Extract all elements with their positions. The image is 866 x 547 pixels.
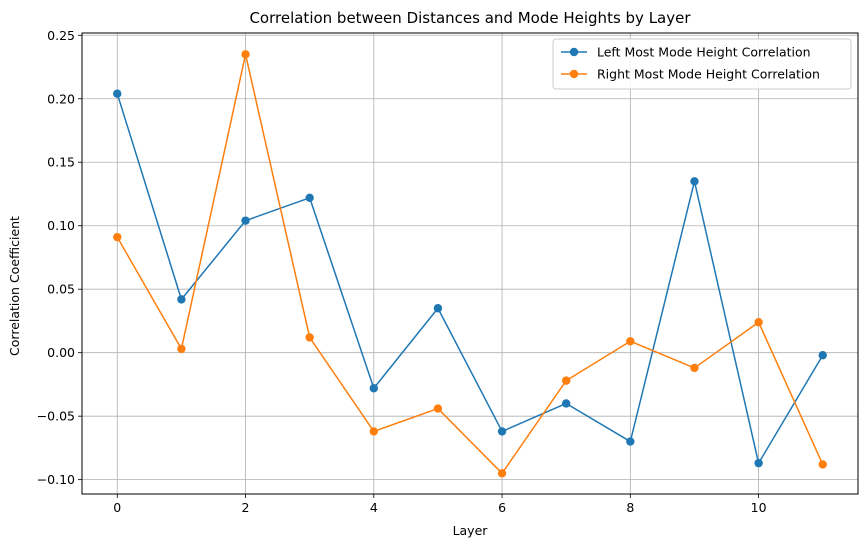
y-tick-label: −0.10 [37, 472, 75, 487]
x-axis: 0 2 4 6 8 10 [113, 494, 767, 515]
data-point [305, 333, 314, 342]
legend-label: Left Most Mode Height Correlation [597, 45, 811, 60]
data-point [690, 177, 699, 186]
data-point [241, 216, 250, 225]
data-point [241, 50, 250, 59]
data-point [818, 351, 827, 360]
data-point [690, 363, 699, 373]
data-point [305, 193, 314, 202]
x-axis-label: Layer [453, 523, 489, 538]
y-tick-label: 0.05 [47, 282, 75, 297]
data-point [626, 337, 635, 346]
legend-label: Right Most Mode Height Correlation [597, 67, 820, 82]
y-axis-label: Correlation Coefficient [7, 216, 22, 356]
data-point [561, 376, 571, 385]
data-point [113, 89, 122, 98]
data-point [754, 458, 763, 468]
data-point [754, 318, 763, 327]
y-tick-label: 0.20 [47, 91, 75, 106]
data-point [433, 304, 443, 313]
data-point [177, 344, 186, 354]
series-1 [113, 89, 827, 468]
y-tick-label: 0.15 [47, 155, 75, 170]
data-point [369, 427, 379, 436]
y-tick-label: 0.25 [47, 28, 75, 43]
plot-frame [81, 32, 859, 495]
data-point [497, 469, 507, 478]
data-point [497, 427, 507, 436]
data-point [177, 295, 186, 304]
y-tick-label: 0.10 [47, 218, 75, 233]
y-tick-label: 0.00 [47, 345, 75, 360]
series-line [116, 53, 824, 475]
chart-title: Correlation between Distances and Mode H… [249, 9, 691, 27]
x-tick-label: 2 [242, 500, 250, 515]
legend: Left Most Mode Height Correlation Right M… [552, 38, 852, 90]
legend-marker [569, 47, 579, 57]
series-layer [113, 50, 827, 478]
series-line [116, 93, 824, 464]
y-axis: −0.10 −0.05 0.00 0.05 0.10 0.15 0.20 0.25 [37, 28, 82, 487]
grid [82, 33, 858, 494]
data-point [561, 399, 571, 408]
x-tick-label: 10 [751, 500, 767, 515]
legend-marker [569, 69, 579, 79]
x-tick-label: 4 [370, 500, 378, 515]
data-point [369, 384, 379, 393]
data-point [113, 232, 122, 242]
series-2 [113, 50, 827, 478]
x-tick-label: 6 [498, 500, 506, 515]
y-tick-label: −0.05 [37, 409, 75, 424]
legend-box [552, 38, 852, 90]
x-tick-label: 0 [113, 500, 121, 515]
x-tick-label: 8 [626, 500, 634, 515]
data-point [433, 404, 443, 413]
data-point [626, 437, 635, 446]
data-point [818, 460, 827, 469]
